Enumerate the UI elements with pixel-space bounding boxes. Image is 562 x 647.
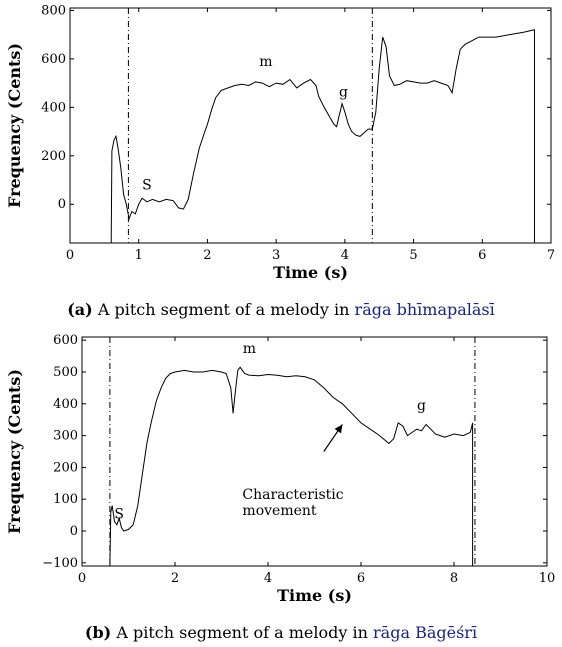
- plot-frame: [69, 7, 552, 244]
- pitch-series-line: [109, 366, 474, 567]
- annotation-label: S: [114, 506, 124, 522]
- x-tick-label: 3: [272, 248, 280, 263]
- chart-a: 0 1 2 3 4 5 6 7 0 200 400 600 800 Sm g Time (s) Frequenc…: [5, 3, 555, 282]
- annotation-label: g: [417, 398, 426, 414]
- x-tick-label: 6: [357, 571, 365, 586]
- y-axis-label: Frequency (Cents): [5, 43, 24, 208]
- x-tick-label: 5: [409, 248, 417, 263]
- y-tick-label: 100: [53, 492, 78, 507]
- y-tick-label: 0: [58, 197, 66, 212]
- x-tick-label: 8: [450, 571, 458, 586]
- y-tick-label: 800: [41, 3, 66, 18]
- annotation-label: movement: [242, 503, 316, 519]
- y-tick-label: 400: [53, 397, 78, 412]
- y-tick-label: 0: [70, 524, 78, 539]
- pitch-series-line: [110, 29, 535, 244]
- x-tick-label: 4: [341, 248, 349, 263]
- y-axis-label: Frequency (Cents): [5, 369, 24, 534]
- x-tick-label: 4: [264, 571, 272, 586]
- annotation-label: m: [243, 341, 256, 357]
- plot-frame: [81, 336, 548, 567]
- y-tick-label: −100: [42, 556, 78, 571]
- x-tick-label: 7: [547, 248, 555, 263]
- caption-b: (b) A pitch segment of a melody in rāga …: [84, 623, 478, 642]
- annotation-label: m: [259, 54, 272, 70]
- annotation-label: Characteristic: [242, 487, 343, 503]
- chart-b: 0 2 4 6 8 10−1000100200300400500600SmgCharact…: [5, 333, 556, 605]
- annotation-label: g: [339, 84, 348, 100]
- y-tick-label: 600: [41, 52, 66, 67]
- raga-name-b: rāga Bāgēśrī: [373, 623, 478, 642]
- annotation-label: S: [142, 178, 152, 194]
- x-tick-label: 2: [203, 248, 211, 263]
- x-axis-label: Time (s): [277, 586, 352, 605]
- y-tick-label: 400: [41, 100, 66, 115]
- x-tick-label: 2: [171, 571, 179, 586]
- caption-a: (a) A pitch segment of a melody in rāga …: [67, 300, 495, 319]
- raga-name-a: rāga bhīmapalāsī: [354, 300, 495, 319]
- x-tick-label: 6: [478, 248, 486, 263]
- y-tick-label: 500: [53, 365, 78, 380]
- annotation-arrowhead: [334, 424, 343, 434]
- x-tick-label: 0: [78, 571, 86, 586]
- x-axis-label: Time (s): [273, 263, 348, 282]
- x-tick-label: 0: [66, 248, 74, 263]
- x-tick-label: 1: [135, 248, 143, 263]
- y-tick-label: 200: [41, 149, 66, 164]
- y-tick-label: 600: [53, 333, 78, 348]
- y-tick-label: 300: [53, 429, 78, 444]
- x-tick-label: 10: [539, 571, 556, 586]
- y-tick-label: 200: [53, 460, 78, 475]
